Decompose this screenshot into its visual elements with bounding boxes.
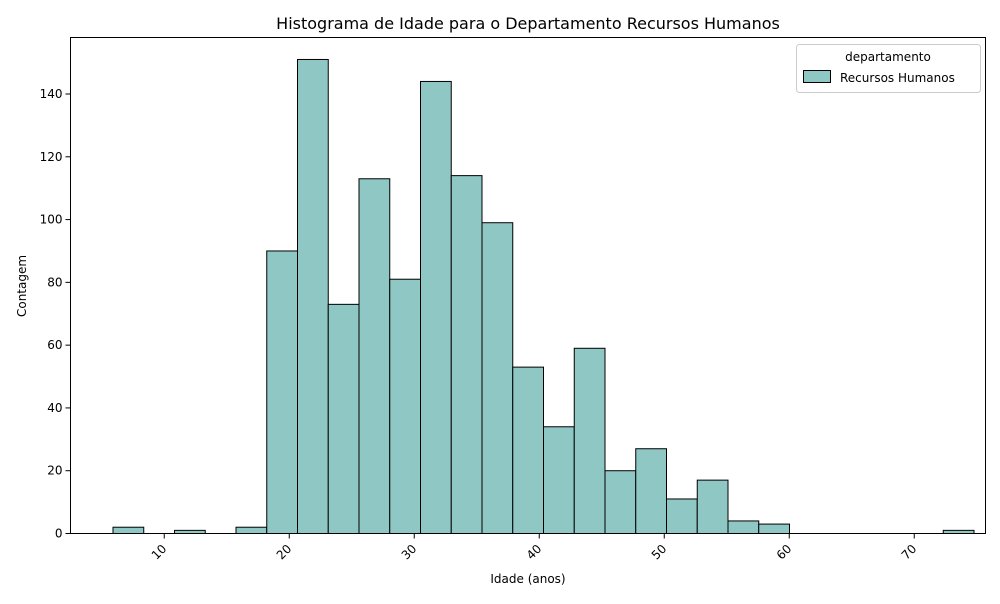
y-tick-label-80: 80 [47, 275, 62, 289]
histogram-bar-11 [450, 175, 483, 534]
legend-box [796, 44, 981, 93]
bars-group [112, 58, 975, 535]
histogram-bar-0 [112, 526, 145, 534]
y-axis-label: Contagem [15, 255, 29, 317]
y-tick-label-100: 100 [40, 213, 63, 227]
x-tick-label-30: 30 [399, 542, 420, 563]
x-axis-label: Idade (anos) [490, 572, 565, 586]
y-tick-label-60: 60 [47, 338, 62, 352]
chart-title: Histograma de Idade para o Departamento … [276, 14, 780, 33]
histogram-bar-9 [389, 278, 421, 534]
histogram-bar-13 [512, 366, 544, 534]
histogram-bar-17 [635, 448, 667, 534]
y-tick-label-20: 20 [47, 464, 62, 478]
legend: departamento Recursos Humanos [796, 44, 981, 93]
x-tick-label-40: 40 [524, 542, 545, 563]
histogram-bar-18 [666, 498, 698, 534]
x-tick-label-70: 70 [899, 542, 920, 563]
histogram-bar-6 [297, 58, 329, 534]
x-axis: 10 20 30 40 50 60 70 [149, 533, 920, 563]
plot-frame [70, 37, 986, 534]
histogram-bar-21 [758, 523, 790, 535]
x-tick-label-60: 60 [774, 542, 795, 563]
histogram-bar-19 [696, 479, 729, 535]
x-tick-label-50: 50 [649, 542, 670, 563]
histogram-bar-7 [327, 303, 360, 534]
y-tick-label-140: 140 [40, 87, 63, 101]
y-tick-label-40: 40 [47, 401, 62, 415]
y-tick-label-0: 0 [55, 527, 63, 541]
x-tick-label-20: 20 [274, 542, 295, 563]
histogram-bar-5 [266, 250, 298, 534]
histogram-bar-12 [481, 222, 514, 534]
histogram-bar-10 [420, 80, 452, 534]
histogram-bar-16 [604, 470, 637, 534]
y-axis: 0 20 40 60 80 100 120 140 [40, 87, 71, 541]
legend-entry-label: Recursos Humanos [840, 71, 955, 85]
legend-title: departamento [845, 50, 931, 64]
legend-swatch [803, 70, 831, 83]
histogram-bar-15 [573, 347, 606, 534]
histogram-bar-4 [235, 526, 268, 534]
histogram-bar-8 [358, 178, 391, 535]
x-tick-label-10: 10 [149, 542, 170, 563]
histogram-bar-14 [543, 426, 575, 534]
histogram-bar-20 [727, 520, 760, 535]
y-tick-label-120: 120 [40, 150, 63, 164]
